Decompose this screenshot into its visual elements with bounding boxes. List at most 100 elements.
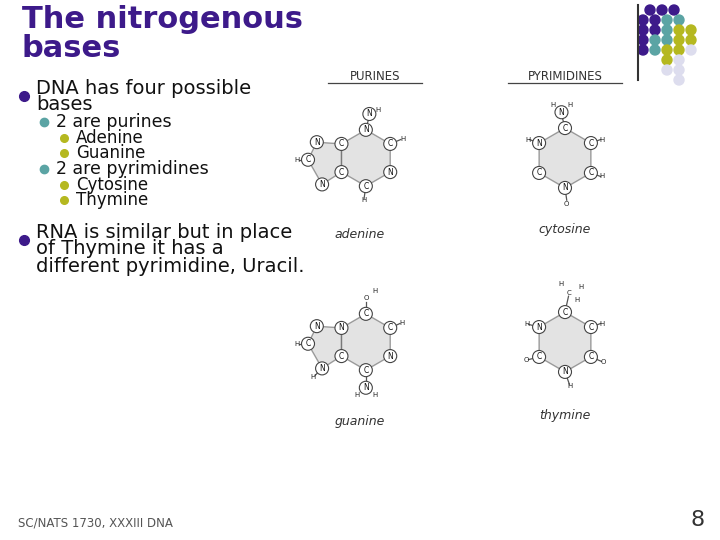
Text: H: H: [575, 297, 580, 303]
Circle shape: [674, 65, 684, 75]
Text: H: H: [400, 136, 405, 141]
Text: N: N: [314, 138, 320, 147]
Text: N: N: [562, 184, 568, 192]
Circle shape: [359, 381, 372, 394]
Circle shape: [674, 45, 684, 55]
Text: N: N: [363, 125, 369, 134]
Text: PURINES: PURINES: [350, 71, 400, 84]
Text: H: H: [376, 107, 381, 113]
Text: N: N: [387, 167, 393, 177]
Text: C: C: [339, 139, 344, 148]
Text: bases: bases: [22, 34, 122, 63]
Text: RNA is similar but in place: RNA is similar but in place: [36, 222, 292, 241]
Text: N: N: [387, 352, 393, 361]
Polygon shape: [539, 312, 591, 372]
Circle shape: [335, 137, 348, 151]
Text: C: C: [562, 308, 567, 316]
Circle shape: [662, 15, 672, 25]
Text: N: N: [536, 139, 542, 147]
Circle shape: [645, 5, 655, 15]
Circle shape: [533, 350, 546, 363]
Text: H: H: [294, 341, 300, 347]
Polygon shape: [308, 142, 341, 184]
Text: N: N: [363, 383, 369, 392]
Circle shape: [674, 15, 684, 25]
Circle shape: [686, 45, 696, 55]
Text: C: C: [363, 366, 369, 375]
Circle shape: [384, 137, 397, 151]
Text: H: H: [600, 321, 605, 327]
Text: C: C: [566, 290, 571, 296]
Circle shape: [359, 307, 372, 320]
Text: Thymine: Thymine: [76, 191, 148, 209]
Circle shape: [650, 15, 660, 25]
Circle shape: [669, 5, 679, 15]
Circle shape: [674, 35, 684, 45]
Text: H: H: [361, 197, 366, 203]
Circle shape: [674, 25, 684, 35]
Circle shape: [533, 166, 546, 179]
Text: N: N: [366, 110, 372, 118]
Circle shape: [559, 122, 572, 134]
Text: C: C: [588, 353, 593, 361]
Circle shape: [384, 349, 397, 362]
Text: N: N: [562, 367, 568, 376]
Text: O: O: [524, 357, 529, 363]
Text: O: O: [363, 295, 369, 301]
Text: thymine: thymine: [539, 409, 590, 422]
Circle shape: [335, 349, 348, 362]
Text: H: H: [559, 281, 564, 287]
Circle shape: [585, 350, 598, 363]
Circle shape: [686, 35, 696, 45]
Text: H: H: [567, 102, 573, 108]
Text: H: H: [550, 102, 555, 108]
Circle shape: [638, 25, 648, 35]
Text: H: H: [600, 137, 605, 143]
Text: N: N: [536, 322, 542, 332]
Circle shape: [585, 321, 598, 334]
Text: adenine: adenine: [335, 228, 385, 241]
Text: H: H: [372, 288, 377, 294]
Circle shape: [585, 166, 598, 179]
Text: H: H: [524, 321, 529, 327]
Circle shape: [638, 15, 648, 25]
Text: DNA has four possible: DNA has four possible: [36, 79, 251, 98]
Text: C: C: [387, 139, 393, 148]
Circle shape: [650, 35, 660, 45]
Circle shape: [650, 45, 660, 55]
Text: SC/NATS 1730, XXXIII DNA: SC/NATS 1730, XXXIII DNA: [18, 517, 173, 530]
Text: of Thymine it has a: of Thymine it has a: [36, 240, 224, 259]
Circle shape: [650, 25, 660, 35]
Text: H: H: [578, 285, 583, 291]
Circle shape: [662, 55, 672, 65]
Text: C: C: [588, 322, 593, 332]
Text: H: H: [294, 157, 300, 163]
Circle shape: [662, 25, 672, 35]
Circle shape: [657, 5, 667, 15]
Text: PYRIMIDINES: PYRIMIDINES: [528, 71, 603, 84]
Text: C: C: [339, 167, 344, 177]
Circle shape: [359, 180, 372, 193]
Circle shape: [310, 320, 323, 333]
Circle shape: [302, 338, 315, 350]
Circle shape: [310, 136, 323, 148]
Text: 2 are purines: 2 are purines: [56, 113, 171, 131]
Text: C: C: [339, 352, 344, 361]
Circle shape: [384, 166, 397, 179]
Polygon shape: [341, 314, 390, 370]
Text: N: N: [319, 180, 325, 189]
Text: 2 are pyrimidines: 2 are pyrimidines: [56, 160, 209, 178]
Text: C: C: [536, 168, 541, 178]
Circle shape: [638, 35, 648, 45]
Circle shape: [674, 55, 684, 65]
Text: H: H: [310, 374, 316, 380]
Text: N: N: [314, 322, 320, 330]
Text: C: C: [562, 124, 567, 133]
Text: H: H: [567, 383, 573, 389]
Text: 8: 8: [691, 510, 705, 530]
Text: C: C: [363, 181, 369, 191]
Text: C: C: [588, 139, 593, 147]
Circle shape: [662, 65, 672, 75]
Circle shape: [638, 45, 648, 55]
Text: N: N: [338, 323, 344, 333]
